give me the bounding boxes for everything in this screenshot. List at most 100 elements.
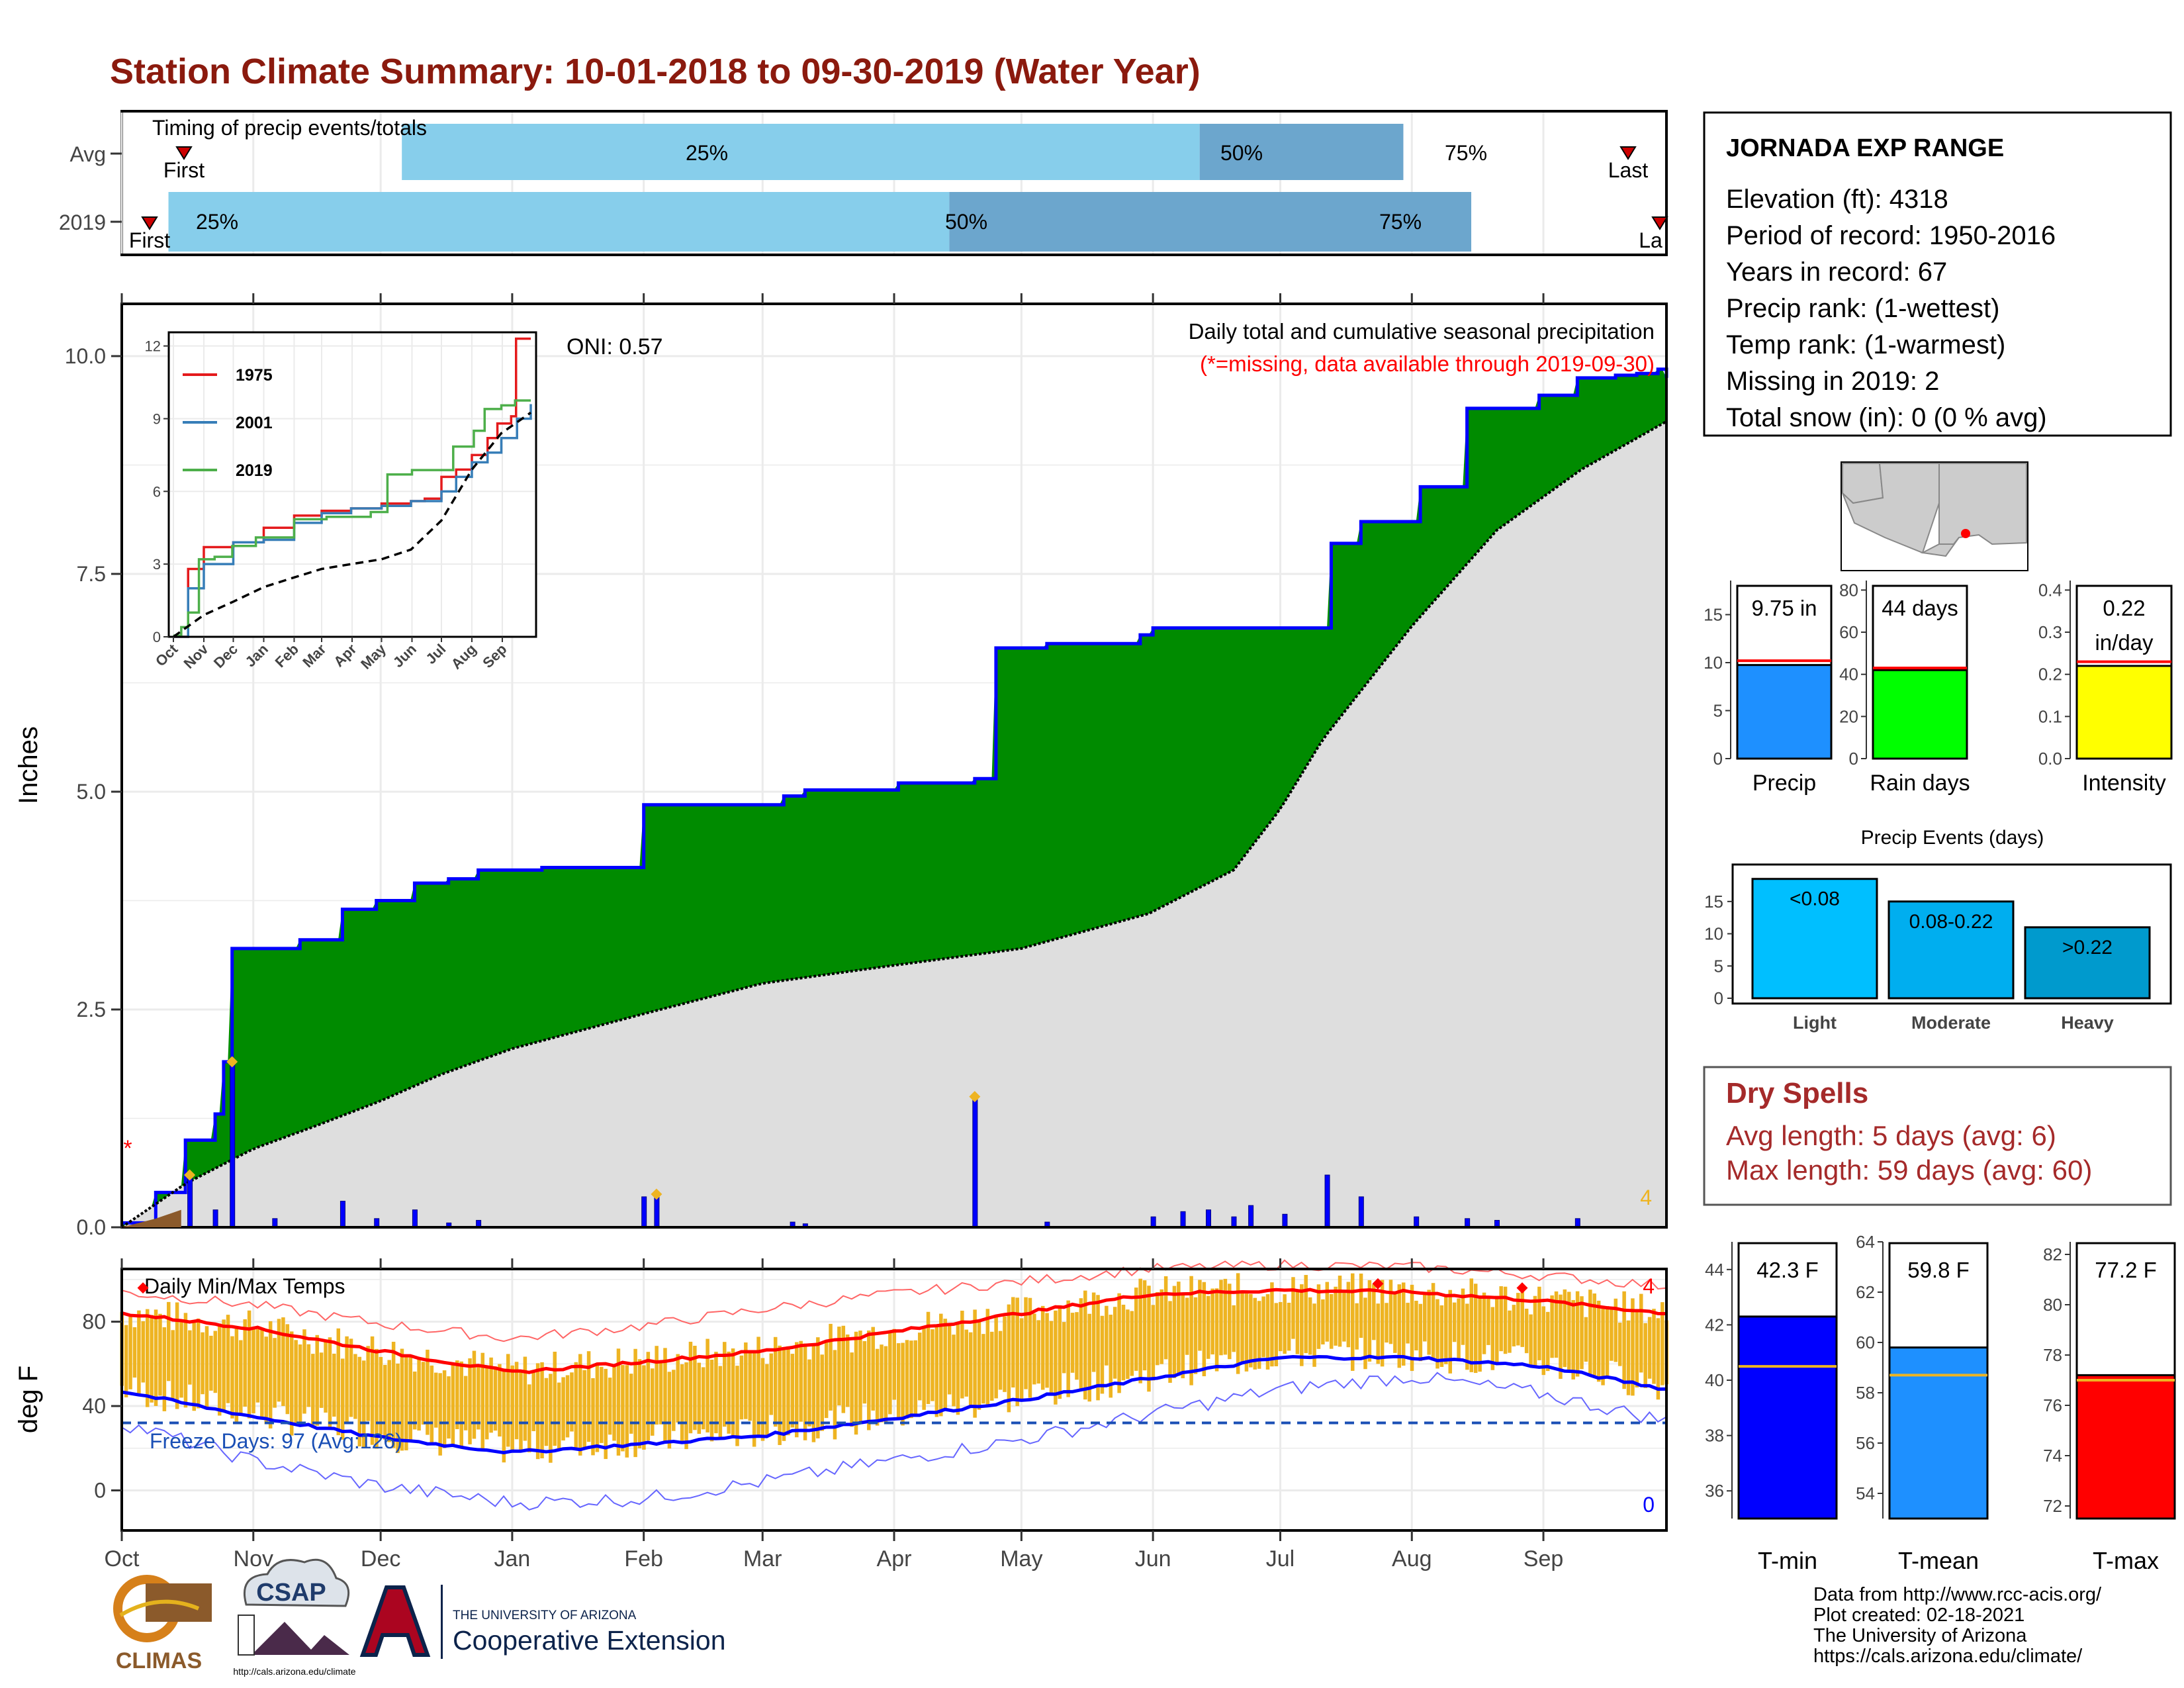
inset-y-tick-label: 9 [153,410,161,427]
daily-temp-bar [1019,1318,1024,1401]
daily-temp-bar [773,1336,778,1427]
daily-temp-bar [960,1311,964,1399]
daily-temp-bar [625,1365,629,1458]
events-bar-label: <0.08 [1790,888,1840,910]
station-info-line: Precip rank: (1-wettest) [1726,294,1999,323]
daily-temp-bar [952,1335,956,1407]
daily-temp-bar [1647,1317,1652,1379]
timing-panel: Timing of precip events/totals Avg 2019 … [59,110,1668,256]
daily-temp-bar [1066,1300,1070,1397]
daily-temp-bar [1329,1293,1334,1349]
daily-temp-bar [1478,1297,1482,1372]
temp-y-label: deg F [14,1366,43,1433]
daily-temp-bar [447,1376,451,1439]
inset-line-2019 [173,399,531,637]
heavy-event-marker [969,1091,981,1103]
daily-temp-bar [391,1341,396,1448]
daily-temp-bar [137,1310,141,1395]
daily-temp-bar [1469,1278,1474,1372]
daily-temp-bar [260,1329,264,1417]
daily-precip-bar [187,1174,193,1228]
daily-temp-bar [451,1363,455,1447]
raindays-summary-y-tick-label: 40 [1839,665,1858,684]
month-tick-label: Apr [877,1546,912,1571]
daily-temp-bar [1457,1298,1461,1361]
daily-temp-bar [150,1315,154,1403]
daily-temp-bar [277,1319,281,1402]
daily-temp-bar [612,1364,616,1441]
daily-temp-bar [718,1366,723,1439]
daily-temp-bar [574,1362,578,1449]
tmax-summary-bar [2075,1374,2176,1520]
timing-row-avg: Avg [69,142,106,166]
cumulative-2019-line [122,367,1668,1225]
daily-precip-bar [1150,1216,1156,1228]
month-tick-label: Dec [361,1546,400,1571]
daily-temp-bar [845,1334,850,1407]
daily-temp-bar [332,1353,336,1417]
timing-avg-bar-dark [1199,124,1404,180]
daily-temp-bar [985,1309,990,1407]
daily-temp-bar [1584,1317,1588,1362]
daily-temp-bar [234,1326,239,1424]
daily-temp-bar [255,1329,260,1403]
tmean-summary-y-tick-label: 54 [1856,1483,1875,1503]
daily-temp-bar [663,1348,667,1442]
daily-temp-bar [349,1338,353,1417]
precip-y-tick-label: 7.5 [77,562,106,586]
month-tick-label: Mar [743,1546,782,1571]
daily-temp-bar [412,1371,417,1430]
avg-q75-label: 75% [1445,141,1487,165]
daily-temp-bar [964,1329,969,1397]
daily-temp-bar [1393,1291,1397,1353]
temp-min-count: 0 [1643,1493,1655,1517]
csap-url: http://cals.arizona.edu/climate [233,1666,355,1677]
average-cumulative-area [122,421,1666,1228]
daily-temp-bar [217,1323,222,1416]
daily-precip-bar [1231,1216,1237,1228]
month-tick-label: Jul [1266,1546,1295,1571]
daily-temp-bar [1652,1309,1656,1384]
daily-temp-bar [561,1377,565,1441]
daily-temp-bar [1520,1291,1524,1347]
daily-temp-bar [723,1342,727,1427]
daily-temp-bar [375,1348,379,1449]
daily-temp-bar [1550,1295,1554,1358]
intensity-summary-value: in/day [2095,630,2154,655]
daily-temp-bar [124,1325,128,1397]
inset-legend-label: 2019 [236,461,273,480]
daily-temp-bar [760,1358,765,1441]
daily-temp-bar [264,1336,269,1425]
daily-temp-bar [1189,1276,1193,1385]
daily-temp-bar [1249,1293,1253,1368]
daily-temp-bar [1087,1313,1091,1402]
intensity-summary-y-tick-label: 0.2 [2038,665,2062,684]
daily-temp-bar [1070,1313,1075,1373]
daily-temp-bar [782,1347,786,1441]
intensity-summary-y-tick-label: 0.3 [2038,622,2062,642]
events-y-tick-label: 15 [1704,892,1723,912]
daily-temp-bar [1168,1301,1172,1383]
daily-temp-bar [989,1331,994,1401]
daily-temp-bar [1113,1307,1117,1379]
daily-temp-bar [540,1362,544,1459]
daily-temp-bar [171,1330,175,1400]
dry-spells-avg: Avg length: 5 days (avg: 6) [1726,1120,2056,1151]
daily-temp-bar [1316,1284,1321,1349]
daily-temp-bar [1661,1302,1664,1385]
dry-spells-title: Dry Spells [1726,1077,1868,1109]
tmean-summary-y-tick-label: 64 [1856,1232,1875,1252]
daily-temp-bar [956,1323,960,1415]
daily-temp-bar [549,1374,553,1463]
daily-temp-bar [357,1356,362,1447]
events-bar [1751,878,1878,1000]
daily-temp-bar [489,1357,493,1433]
daily-temp-bar [854,1331,858,1435]
daily-temp-bar [1588,1289,1592,1376]
tmin-summary-value: 42.3 F [1756,1258,1819,1282]
daily-temp-bar [1508,1310,1512,1353]
precip-summary-value: 9.75 in [1751,596,1817,620]
daily-temp-bar [502,1371,506,1463]
tmax-summary-y-tick-label: 82 [2043,1244,2062,1264]
daily-temp-bar [968,1332,973,1405]
